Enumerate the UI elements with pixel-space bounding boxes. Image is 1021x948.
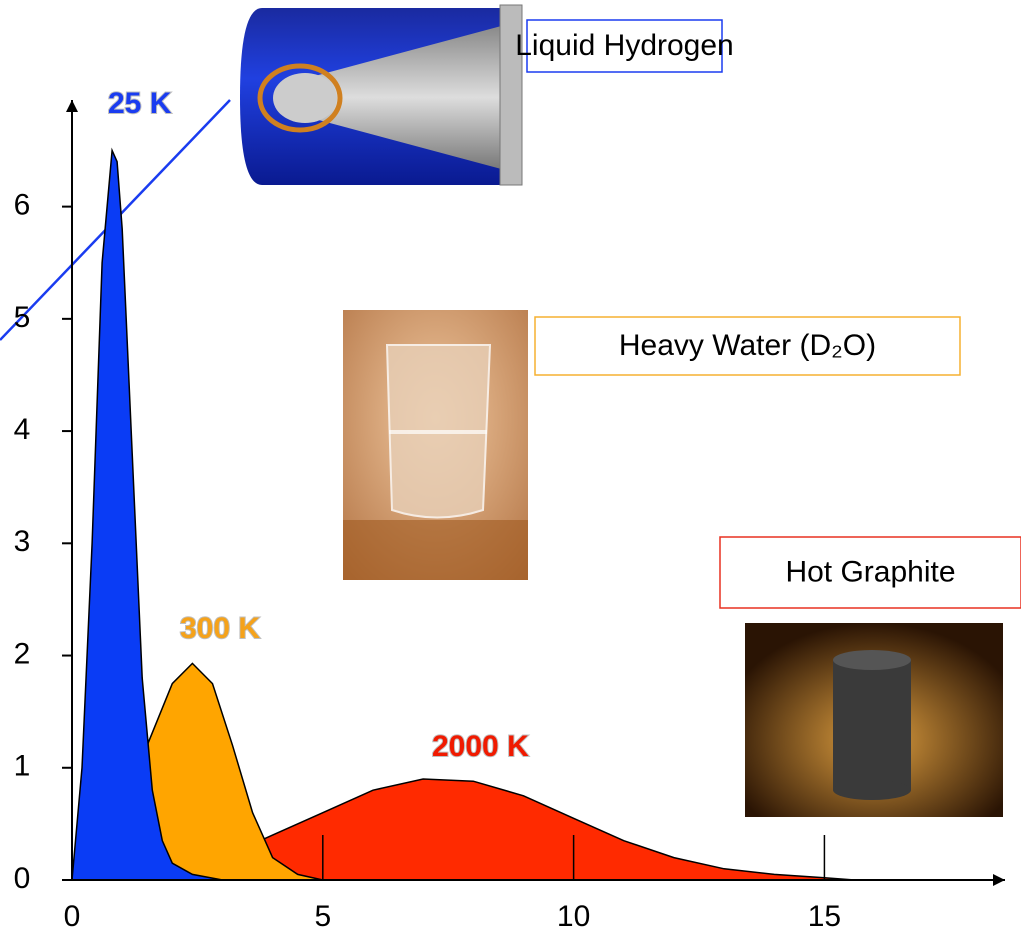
y-arrow — [66, 100, 78, 112]
y-tick-label: 6 — [14, 189, 31, 222]
x-arrow — [993, 874, 1005, 886]
y-tick-label: 5 — [14, 301, 31, 334]
x-tick-label: 15 — [808, 900, 841, 933]
hydrogen-image — [240, 5, 522, 185]
y-tick-label: 0 — [14, 862, 31, 895]
series-label: 25 K — [108, 87, 172, 120]
y-tick-label: 4 — [14, 413, 31, 446]
y-tick-label: 1 — [14, 750, 31, 783]
graphite-image — [745, 623, 1003, 817]
y-tick-label: 3 — [14, 525, 31, 558]
water-image — [343, 310, 528, 580]
series-label: 2000 K — [432, 730, 529, 763]
callout-label: Hot Graphite — [785, 555, 955, 588]
x-tick-label: 0 — [64, 900, 81, 933]
x-tick-label: 5 — [314, 900, 331, 933]
callout-label: Heavy Water (D₂O) — [619, 329, 876, 362]
series-label: 300 K — [180, 612, 260, 645]
callout-label: Liquid Hydrogen — [515, 29, 733, 62]
x-tick-label: 10 — [557, 900, 590, 933]
chart: 0 1 2 3 4 5 6 0 5 10 15 25 K 300 K 2000 K Liquid Hydro… — [0, 0, 1021, 948]
y-tick-label: 2 — [14, 637, 31, 670]
